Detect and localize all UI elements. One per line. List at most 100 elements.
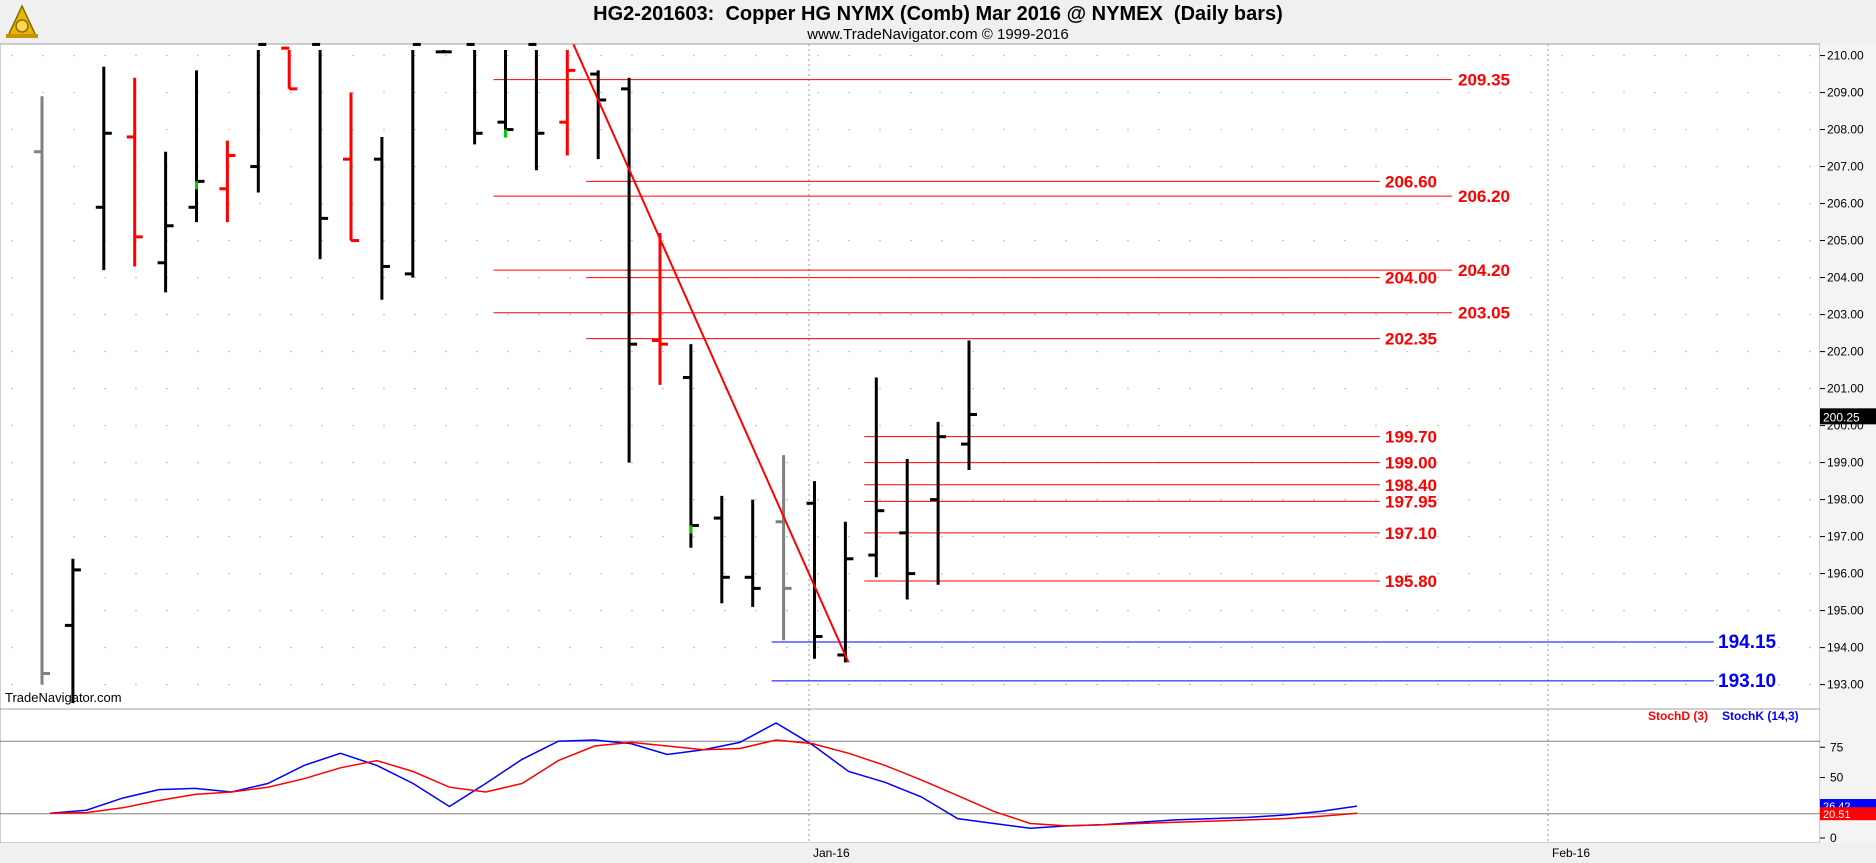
grid-dot [1747,683,1749,686]
grid-dot [476,276,478,279]
grid-dot [135,609,137,612]
legend-stoch-k: StochK (14,3) [1722,709,1799,723]
grid-dot [1065,424,1067,427]
grid-dot [1406,165,1408,168]
y-tick-label: 210.00 [1827,49,1864,63]
grid-dot [538,350,540,353]
grid-dot [1437,498,1439,501]
grid-dot [755,609,757,612]
grid-dot [414,202,416,205]
grid-dot [1716,350,1718,353]
grid-dot [693,239,695,242]
grid-dot [73,350,75,353]
grid-dot [1592,461,1594,464]
grid-dot [1034,387,1036,390]
grid-dot [1530,91,1532,94]
grid-dot [755,239,757,242]
grid-dot [228,387,230,390]
grid-dot [383,646,385,649]
grid-dot [1468,54,1470,57]
y-tick-label: 193.00 [1827,678,1864,692]
grid-dot [1158,498,1160,501]
grid-dot [1127,572,1129,575]
y-tick-label: 206.00 [1827,197,1864,211]
grid-dot [1096,572,1098,575]
grid-dot [1313,572,1315,575]
grid-dot [414,276,416,279]
level-label: 206.20 [1458,187,1510,206]
grid-dot [848,609,850,612]
grid-dot [662,683,664,686]
grid-dot [1623,128,1625,131]
grid-dot [1654,683,1656,686]
grid-dot [383,202,385,205]
grid-dot [1096,609,1098,612]
grid-dot [1685,609,1687,612]
grid-dot [1375,91,1377,94]
grid-dot [879,572,881,575]
grid-dot [724,128,726,131]
grid-dot [786,646,788,649]
grid-dot [1499,387,1501,390]
grid-dot [228,461,230,464]
grid-dot [1158,313,1160,316]
grid-dot [228,91,230,94]
grid-dot [259,239,261,242]
grid-dot [1375,498,1377,501]
y-tick-label: 205.00 [1827,234,1864,248]
grid-dot [197,683,199,686]
grid-dot [1685,276,1687,279]
grid-dot [1406,128,1408,131]
grid-dot [1003,387,1005,390]
grid-dot [941,128,943,131]
grid-dot [693,387,695,390]
grid-dot [941,572,943,575]
grid-dot [879,91,881,94]
grid-dot [941,498,943,501]
grid-dot [693,54,695,57]
grid-dot [476,128,478,131]
grid-dot [1375,350,1377,353]
header-band [0,0,1876,44]
grid-dot [724,535,726,538]
grid-dot [290,535,292,538]
grid-dot [135,646,137,649]
grid-dot [569,276,571,279]
grid-dot [259,683,261,686]
grid-dot [476,683,478,686]
grid-dot [1158,535,1160,538]
grid-dot [507,350,509,353]
grid-dot [1499,498,1501,501]
grid-dot [1809,498,1811,501]
grid-dot [476,350,478,353]
grid-dot [1220,165,1222,168]
grid-dot [879,683,881,686]
grid-dot [507,54,509,57]
grid-dot [848,239,850,242]
grid-dot [755,350,757,353]
grid-dot [73,276,75,279]
grid-dot [445,165,447,168]
grid-dot [507,202,509,205]
grid-dot [290,424,292,427]
grid-dot [631,572,633,575]
grid-dot [259,572,261,575]
grid-dot [1406,350,1408,353]
grid-dot [724,609,726,612]
grid-dot [941,646,943,649]
grid-dot [352,535,354,538]
grid-dot [135,424,137,427]
grid-dot [445,276,447,279]
grid-dot [1623,313,1625,316]
level-label: 194.15 [1718,632,1777,653]
grid-dot [1530,54,1532,57]
grid-dot [1778,165,1780,168]
grid-dot [476,498,478,501]
grid-dot [724,313,726,316]
grid-dot [600,54,602,57]
grid-dot [321,387,323,390]
y-tick-label: 204.00 [1827,271,1864,285]
grid-dot [290,239,292,242]
grid-dot [197,572,199,575]
grid-dot [1778,609,1780,612]
